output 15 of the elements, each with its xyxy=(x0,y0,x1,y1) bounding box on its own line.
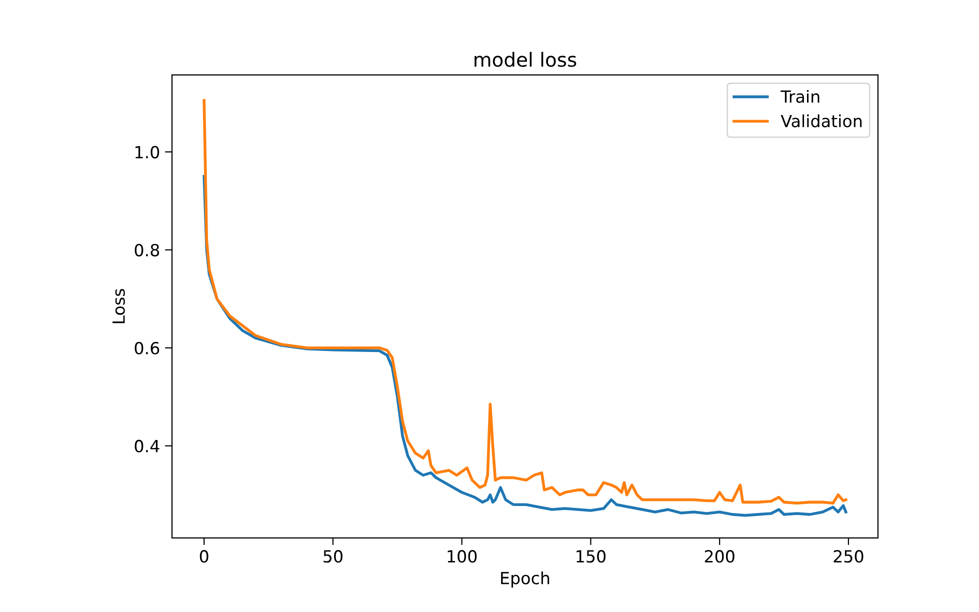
y-tick-label: 0.4 xyxy=(134,440,160,452)
legend-label: Validation xyxy=(780,114,862,128)
x-tick-label: 150 xyxy=(576,550,606,563)
x-tick-label: 0 xyxy=(200,550,208,563)
y-tick-label: 0.6 xyxy=(134,342,160,354)
x-tick-label: 200 xyxy=(704,550,734,563)
chart-title: model loss xyxy=(474,52,576,67)
x-tick-label: 250 xyxy=(834,550,864,563)
legend-label: Train xyxy=(780,90,820,103)
x-tick-label: 50 xyxy=(324,550,342,563)
y-tick-label: 1.0 xyxy=(136,146,160,158)
x-tick-label: 100 xyxy=(448,550,477,563)
y-tick-label: 0.8 xyxy=(134,244,160,256)
x-axis-title: Epoch xyxy=(501,571,550,588)
y-axis-title: Loss xyxy=(112,288,125,324)
